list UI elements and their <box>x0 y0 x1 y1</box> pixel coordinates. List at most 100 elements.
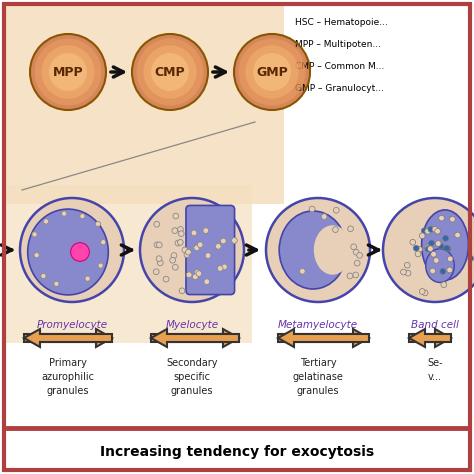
Circle shape <box>410 239 416 245</box>
Ellipse shape <box>27 209 108 295</box>
Circle shape <box>383 198 474 302</box>
Circle shape <box>428 246 433 252</box>
Circle shape <box>154 221 160 227</box>
Text: Promyelocyte: Promyelocyte <box>36 320 108 330</box>
Circle shape <box>431 251 437 257</box>
Circle shape <box>309 206 315 212</box>
Circle shape <box>172 228 178 234</box>
Circle shape <box>157 260 163 266</box>
Circle shape <box>443 236 448 241</box>
FancyArrow shape <box>278 329 369 347</box>
Circle shape <box>95 221 100 227</box>
Circle shape <box>238 38 305 105</box>
Circle shape <box>85 276 90 281</box>
Circle shape <box>194 245 200 251</box>
Circle shape <box>34 253 39 258</box>
Circle shape <box>186 272 192 278</box>
Circle shape <box>171 253 177 258</box>
Circle shape <box>98 263 103 268</box>
Circle shape <box>430 268 436 274</box>
Text: CMP: CMP <box>155 65 185 79</box>
Circle shape <box>347 273 353 279</box>
Circle shape <box>417 246 422 252</box>
FancyArrow shape <box>24 329 112 347</box>
Circle shape <box>54 281 59 286</box>
Circle shape <box>156 242 162 248</box>
Circle shape <box>419 289 425 294</box>
Circle shape <box>353 249 359 255</box>
Circle shape <box>49 53 87 91</box>
Circle shape <box>441 282 447 288</box>
Circle shape <box>438 243 444 249</box>
Circle shape <box>333 227 338 232</box>
Circle shape <box>184 252 190 257</box>
Circle shape <box>44 219 49 224</box>
Circle shape <box>421 228 427 234</box>
Circle shape <box>62 211 67 216</box>
Circle shape <box>455 232 460 238</box>
Circle shape <box>220 238 226 244</box>
Circle shape <box>234 34 310 110</box>
Circle shape <box>179 288 185 294</box>
Ellipse shape <box>426 249 454 283</box>
Circle shape <box>351 244 356 250</box>
FancyArrow shape <box>151 329 239 347</box>
Circle shape <box>321 214 327 219</box>
Text: MPP: MPP <box>53 65 83 79</box>
Circle shape <box>425 246 431 252</box>
Circle shape <box>300 268 305 274</box>
Circle shape <box>404 262 410 268</box>
Circle shape <box>413 246 419 251</box>
Circle shape <box>20 198 124 302</box>
Circle shape <box>197 242 203 247</box>
Circle shape <box>217 265 223 271</box>
Text: Myelocyte: Myelocyte <box>165 320 219 330</box>
Circle shape <box>436 241 441 246</box>
Circle shape <box>177 239 183 245</box>
FancyArrow shape <box>409 329 451 347</box>
Circle shape <box>140 198 244 302</box>
Circle shape <box>132 34 208 110</box>
Circle shape <box>163 276 169 282</box>
Circle shape <box>232 237 237 243</box>
Circle shape <box>447 256 453 262</box>
FancyBboxPatch shape <box>186 205 235 294</box>
Circle shape <box>35 38 101 105</box>
Text: Se-
v...: Se- v... <box>427 358 443 382</box>
Bar <box>4 185 252 343</box>
FancyArrow shape <box>409 329 451 347</box>
Circle shape <box>100 239 106 245</box>
Circle shape <box>30 34 106 110</box>
Text: Secondary
specific
granules: Secondary specific granules <box>166 358 218 396</box>
Circle shape <box>449 216 456 222</box>
Circle shape <box>355 260 360 266</box>
Circle shape <box>222 264 228 270</box>
Circle shape <box>173 264 178 270</box>
FancyArrow shape <box>24 329 112 347</box>
Ellipse shape <box>279 211 347 289</box>
Circle shape <box>175 240 181 246</box>
Circle shape <box>41 273 46 279</box>
Circle shape <box>156 256 162 262</box>
Circle shape <box>440 268 446 274</box>
Circle shape <box>191 230 197 236</box>
Circle shape <box>170 257 175 263</box>
Text: MPP – Multipoten...: MPP – Multipoten... <box>295 40 381 49</box>
Circle shape <box>185 249 191 255</box>
Text: Metamyelocyte: Metamyelocyte <box>278 320 358 330</box>
Circle shape <box>80 214 85 219</box>
Circle shape <box>154 242 160 248</box>
Circle shape <box>266 198 370 302</box>
Circle shape <box>428 227 434 232</box>
Circle shape <box>151 53 189 91</box>
Circle shape <box>445 246 451 252</box>
Circle shape <box>144 46 197 99</box>
Circle shape <box>178 227 183 232</box>
Circle shape <box>178 231 184 237</box>
Circle shape <box>347 226 354 232</box>
Circle shape <box>401 269 406 275</box>
Circle shape <box>205 253 211 258</box>
Circle shape <box>444 245 449 251</box>
Circle shape <box>405 270 411 276</box>
Circle shape <box>468 255 474 261</box>
